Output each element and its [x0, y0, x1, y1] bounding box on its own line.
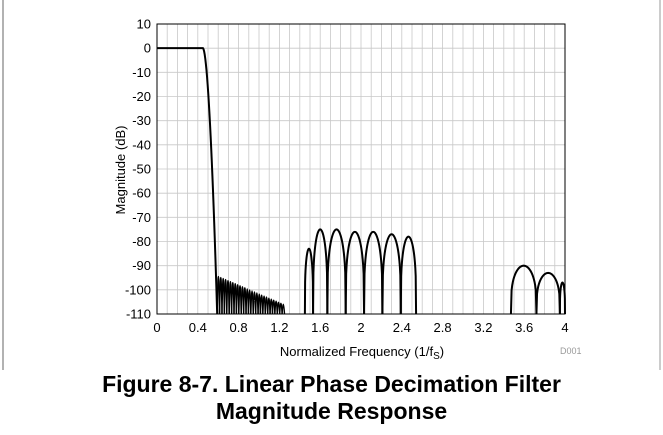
y-tick-label: -90 [132, 258, 151, 273]
stopband-lobe [303, 247, 315, 315]
passband-transition-curve [157, 47, 219, 315]
figure-caption-line-1: Figure 8-7. Linear Phase Decimation Filt… [102, 371, 561, 397]
curve-layer [157, 47, 566, 315]
figure-caption-line-2: Magnitude Response [215, 398, 448, 424]
stopband-lobe [363, 230, 384, 315]
y-tick-label: -100 [125, 282, 151, 297]
y-tick-label: -50 [132, 162, 151, 177]
y-axis-label: Magnitude (dB) [113, 126, 128, 215]
x-axis-label: Normalized Frequency (1/fS) [280, 344, 444, 362]
y-tick-label: 10 [137, 17, 151, 32]
x-tick-label: 3.2 [474, 320, 492, 335]
x-tick-label: 4 [561, 320, 568, 335]
x-tick-label: 0 [153, 320, 160, 335]
stopband-lobe [344, 230, 366, 315]
ripple-lobe [281, 303, 286, 315]
y-tick-labels: 10 0 -10 -20 -30 -40 -50 -60 -70 -80 -90 -100 -110 [125, 17, 151, 322]
dense-ripple-group [216, 276, 286, 315]
x-tick-label: 1.2 [270, 320, 288, 335]
stopband-lobe [535, 271, 561, 315]
plot-border [156, 23, 566, 315]
chart: 0 0.4 0.8 1.2 1.6 2 2.4 2.8 3.2 3.6 4 10 0 -10 -20 -30… [2, 0, 661, 370]
y-tick-label: -10 [132, 65, 151, 80]
x-tick-label: 2.4 [393, 320, 411, 335]
stopband-lobe [558, 281, 566, 315]
stopband-lobe [381, 233, 402, 315]
grid [156, 23, 566, 315]
stopband-lobe [399, 235, 418, 315]
y-tick-label: 0 [144, 41, 151, 56]
y-tick-label: -30 [132, 113, 151, 128]
stopband-lobe [509, 264, 538, 315]
figure-id-watermark: D001 [560, 346, 582, 356]
x-tick-label: 2 [357, 320, 364, 335]
x-tick-label: 3.6 [515, 320, 533, 335]
y-tick-label: -20 [132, 89, 151, 104]
x-tick-label: 2.8 [434, 320, 452, 335]
y-tick-label: -60 [132, 186, 151, 201]
y-tick-label: -70 [132, 210, 151, 225]
x-tick-label: 0.4 [189, 320, 207, 335]
stopband-lobe [326, 228, 347, 315]
x-tick-label: 0.8 [230, 320, 248, 335]
stopband-lobes [303, 228, 566, 315]
stopband-lobe [312, 228, 329, 315]
x-tick-labels: 0 0.4 0.8 1.2 1.6 2 2.4 2.8 3.2 3.6 4 [153, 320, 568, 335]
x-tick-label: 1.6 [311, 320, 329, 335]
y-tick-label: -110 [126, 307, 151, 322]
y-tick-label: -40 [132, 137, 151, 152]
y-tick-label: -80 [132, 234, 151, 249]
